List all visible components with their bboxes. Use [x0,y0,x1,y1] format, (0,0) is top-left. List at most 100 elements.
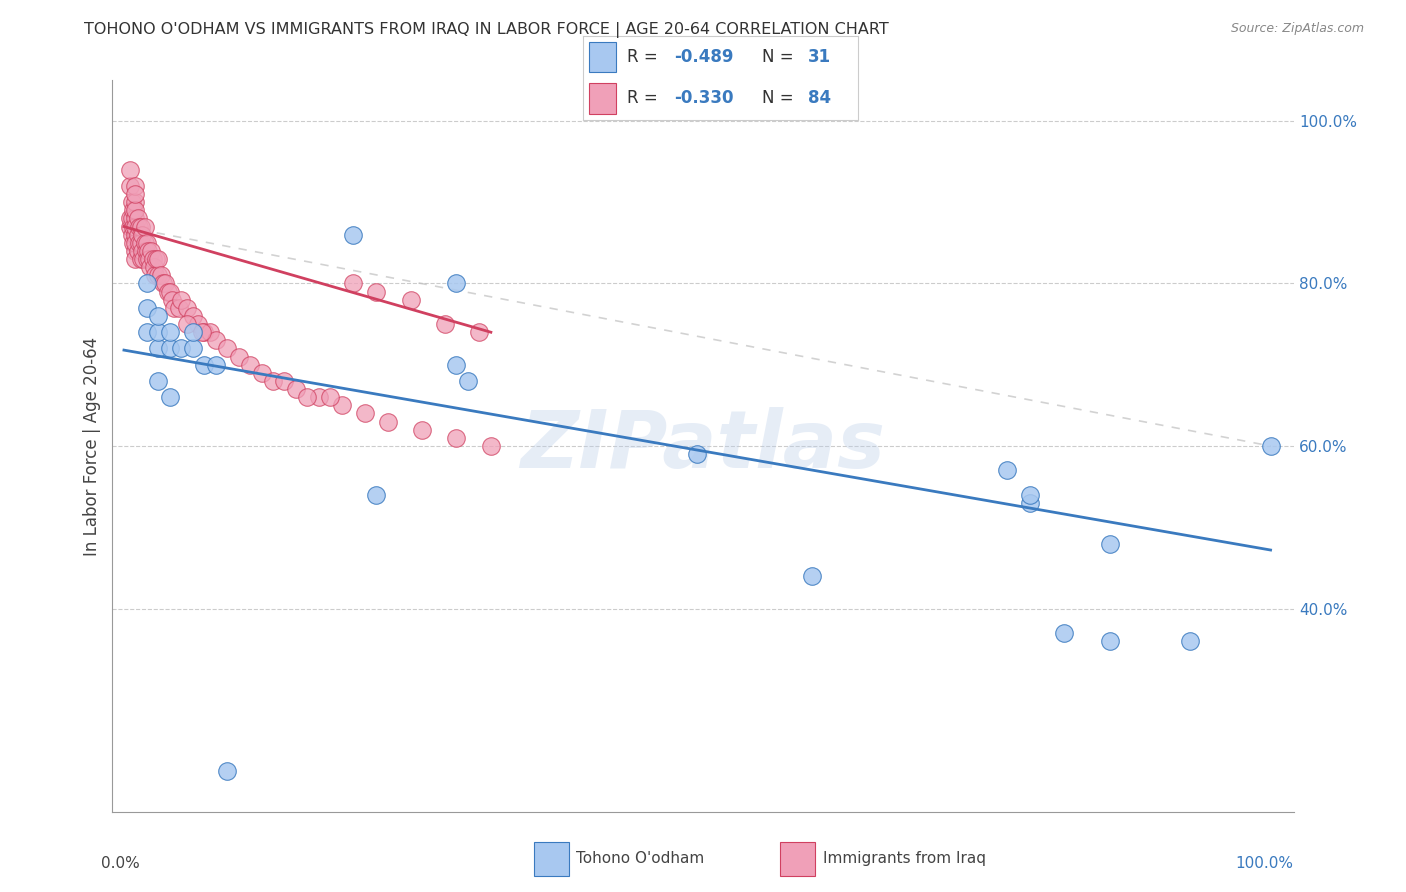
Point [159,342,181,356]
Text: 84: 84 [808,89,831,107]
Point [122,219,145,234]
Point [134,219,156,234]
Point [148,309,170,323]
Point [330,398,353,412]
Point [124,187,146,202]
Point [129,235,152,250]
Point [142,252,165,266]
Point [124,252,146,266]
Point [145,252,167,266]
Point [262,374,284,388]
Text: R =: R = [627,48,664,66]
Point [132,252,155,266]
Point [308,390,330,404]
Point [167,301,190,315]
Point [217,342,239,356]
Point [149,268,172,283]
Point [434,317,457,331]
Point [163,301,186,315]
Point [159,390,181,404]
Text: N =: N = [762,48,799,66]
Bar [589,42,616,72]
Point [121,227,143,242]
Point [457,374,479,388]
Point [136,244,159,258]
Point [159,325,181,339]
Point [121,211,143,226]
Point [131,244,153,258]
Text: -0.330: -0.330 [673,89,734,107]
Point [124,203,146,218]
Point [127,211,149,226]
Point [127,244,149,258]
Text: R =: R = [627,89,664,107]
Text: Source: ZipAtlas.com: Source: ZipAtlas.com [1230,22,1364,36]
Point [124,219,146,234]
Point [995,463,1018,477]
Point [1099,634,1122,648]
Point [148,252,170,266]
Text: -0.489: -0.489 [673,48,734,66]
Text: 31: 31 [808,48,831,66]
Point [204,358,226,372]
Point [141,244,163,258]
Point [319,390,342,404]
Point [135,244,157,258]
Point [297,390,319,404]
Text: N =: N = [762,89,799,107]
Point [135,277,157,291]
Point [129,252,152,266]
Point [138,252,160,266]
Point [128,219,150,234]
Text: 100.0%: 100.0% [1236,855,1294,871]
Point [1099,536,1122,550]
Point [124,227,146,242]
Point [135,325,157,339]
Point [148,325,170,339]
Point [176,301,198,315]
Point [118,211,141,226]
Point [198,325,221,339]
Point [239,358,262,372]
Point [250,366,273,380]
Point [124,244,146,258]
Point [191,325,214,339]
Point [118,178,141,193]
Point [468,325,491,339]
Point [135,252,157,266]
Point [122,203,145,218]
Point [127,227,149,242]
Point [181,309,204,323]
Point [342,277,364,291]
Point [124,195,146,210]
Point [156,285,179,299]
Point [121,195,143,210]
Text: TOHONO O'ODHAM VS IMMIGRANTS FROM IRAQ IN LABOR FORCE | AGE 20-64 CORRELATION CH: TOHONO O'ODHAM VS IMMIGRANTS FROM IRAQ I… [84,22,889,38]
Text: 0.0%: 0.0% [101,855,139,871]
Point [1018,488,1040,502]
Point [135,235,157,250]
Text: Immigrants from Iraq: Immigrants from Iraq [823,852,986,866]
Point [122,235,145,250]
Point [1180,634,1202,648]
Point [124,178,146,193]
Point [366,488,388,502]
Point [142,260,165,275]
Point [139,260,162,275]
Point [228,350,250,364]
Point [124,235,146,250]
Point [148,268,170,283]
Point [479,439,502,453]
Point [800,569,823,583]
Point [160,293,183,307]
Y-axis label: In Labor Force | Age 20-64: In Labor Force | Age 20-64 [83,336,101,556]
Point [399,293,422,307]
Point [129,219,152,234]
Text: Tohono O'odham: Tohono O'odham [576,852,704,866]
Point [366,285,388,299]
Text: ZIPatlas: ZIPatlas [520,407,886,485]
Point [1260,439,1282,453]
Point [284,382,307,396]
Point [159,285,181,299]
Point [446,277,468,291]
